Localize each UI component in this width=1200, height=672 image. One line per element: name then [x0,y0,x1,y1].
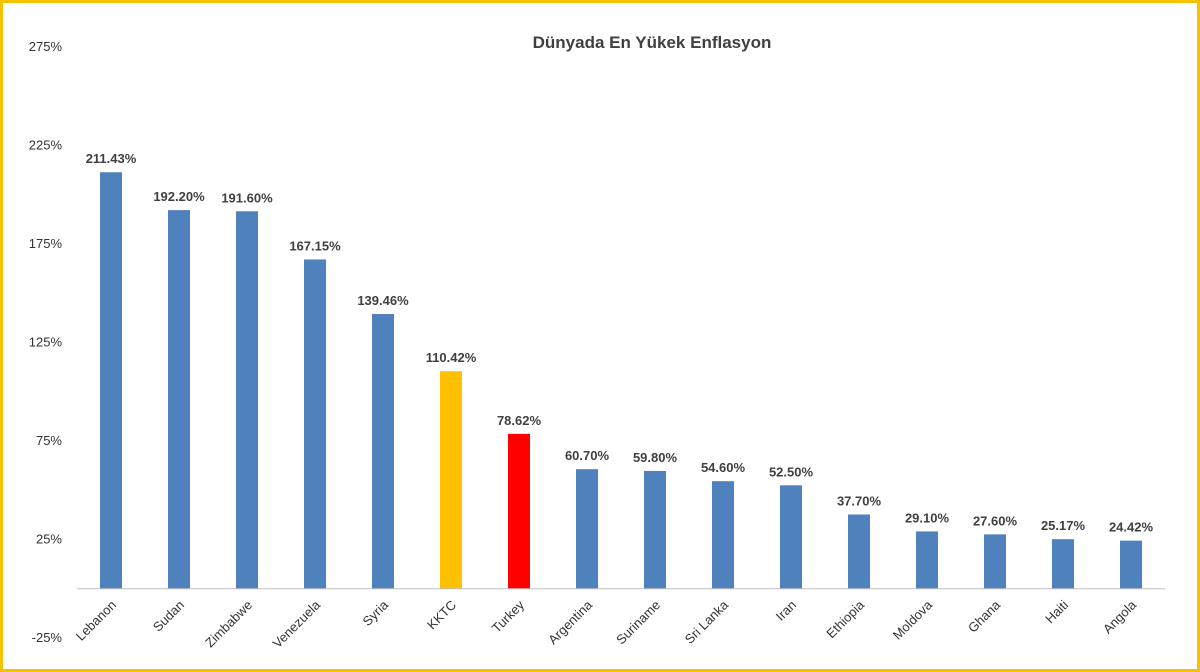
data-label: 191.60% [221,190,273,205]
bar-zimbabwe [236,211,258,589]
bar-syria [372,314,394,589]
y-tick-label: 125% [29,335,63,350]
data-label: 37.70% [837,493,882,508]
bar-sudan [168,210,190,589]
x-tick-label: Turkey [489,597,528,636]
bar-kktc [440,371,462,589]
data-label: 60.70% [565,448,610,463]
data-label: 29.10% [905,510,950,525]
data-label: 59.80% [633,450,678,465]
x-tick-label: KKTC [424,597,459,632]
bar-venezuela [304,259,326,589]
data-label: 167.15% [289,238,341,253]
x-tick-label: Moldova [890,597,936,643]
data-label: 139.46% [357,293,409,308]
chart-title: Dünyada En Yükek Enflasyon [533,33,772,52]
x-tick-label: Sri Lanka [682,597,732,647]
bar-angola [1120,540,1142,589]
bar-iran [780,485,802,589]
y-tick-label: 25% [36,532,62,547]
y-tick-label: 275% [29,39,63,54]
data-label: 211.43% [86,151,137,166]
bar-chart: Dünyada En Yükek Enflasyon -25% 25% 75% 125… [29,33,1165,651]
y-tick-label: -25% [32,630,63,645]
bar-suriname [644,470,666,589]
bar-ethiopia [848,514,870,589]
x-tick-label: Iran [773,597,799,623]
y-tick-label: 75% [36,433,62,448]
bar-argentina [576,469,598,589]
x-tick-label: Syria [360,597,392,629]
x-tick-label: Haiti [1042,597,1071,626]
x-tick-label: Sudan [150,597,187,634]
data-label: 27.60% [973,513,1018,528]
data-label: 25.17% [1041,518,1086,533]
x-tick-label: Ethiopia [823,597,867,641]
bar-sri-lanka [712,481,734,589]
x-tick-label: Zimbabwe [202,597,255,650]
data-label: 54.60% [701,460,746,475]
data-label: 24.42% [1109,520,1154,535]
x-tick-label: Angola [1100,597,1140,637]
x-tick-label: Ghana [965,597,1004,636]
bars-group [100,172,1142,589]
data-label: 110.42% [426,350,477,365]
y-tick-label: 175% [29,236,63,251]
y-tick-label: 225% [29,138,63,153]
x-tick-label: Lebanon [73,597,119,643]
bar-turkey [508,433,530,589]
x-axis: Lebanon Sudan Zimbabwe Venezuela Syria KKTC Tu… [73,588,1165,651]
bar-ghana [984,534,1006,589]
bar-moldova [916,531,938,589]
x-tick-label: Suriname [613,597,663,647]
data-label: 78.62% [497,413,542,428]
x-tick-label: Argentina [545,597,596,648]
data-label: 52.50% [769,464,814,479]
data-labels-group: 211.43% 192.20% 191.60% 167.15% 139.46% 110.4… [86,151,1154,534]
x-tick-label: Venezuela [270,597,324,651]
bar-haiti [1052,539,1074,589]
bar-lebanon [100,172,122,589]
y-axis: -25% 25% 75% 125% 175% 225% 275% [29,39,63,645]
data-label: 192.20% [153,189,205,204]
